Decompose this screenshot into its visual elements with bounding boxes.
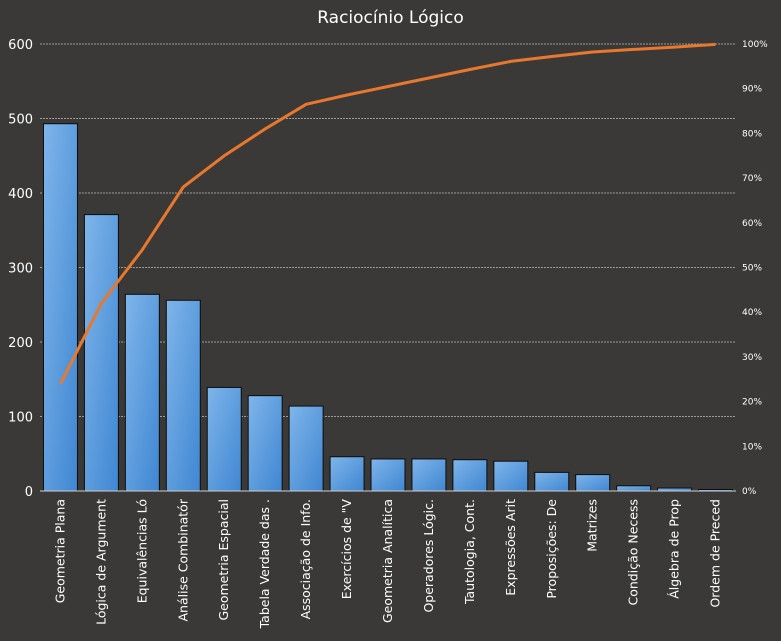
bar: [370, 458, 406, 492]
x-tick-label: Exercícios de "V: [339, 499, 354, 600]
y-tick-label: 0: [25, 485, 33, 500]
x-tick-label: Associação de Info.: [298, 499, 313, 619]
bar: [616, 485, 652, 492]
bar: [42, 123, 78, 492]
x-tick-label: Álgebra de Prop: [667, 499, 682, 599]
x-tick-label: Condição Necess: [626, 499, 641, 606]
x-tick-label: Geometria Analítica: [380, 499, 395, 623]
bar: [288, 405, 324, 492]
cumulative-line: [59, 42, 716, 385]
x-tick-label: Operadores Lógic.: [421, 499, 436, 613]
y2-tick-label: 20%: [742, 398, 762, 408]
chart-title: Raciocínio Lógico: [317, 8, 464, 28]
bar: [534, 471, 570, 492]
x-tick-label: Geometria Plana: [52, 499, 67, 603]
bar: [206, 386, 242, 492]
bar: [493, 460, 529, 492]
bar: [83, 214, 119, 492]
y2-tick-label: 0%: [742, 487, 757, 497]
bar: [247, 395, 283, 492]
x-tick-label: Expressões Arit: [503, 499, 518, 596]
y2-tick-label: 80%: [742, 129, 762, 139]
y-tick-label: 200: [8, 336, 33, 351]
y-tick-label: 300: [8, 262, 33, 277]
x-tick-label: Proposições: De: [544, 499, 559, 599]
y-tick-label: 500: [8, 113, 33, 128]
y2-tick-label: 60%: [742, 219, 762, 229]
bar: [411, 458, 447, 492]
x-tick-label: Equivalências Ló: [134, 499, 149, 603]
x-tick-label: Análise Combinatór: [175, 498, 190, 621]
bar: [575, 474, 611, 492]
y2-tick-label: 50%: [742, 264, 762, 274]
x-tick-label: Geometria Espacial: [216, 499, 231, 621]
bar: [165, 299, 201, 492]
x-tick-label: Ordem de Preced: [708, 499, 723, 608]
y2-tick-label: 30%: [742, 353, 762, 363]
y-tick-label: 100: [8, 411, 33, 426]
y2-tick-label: 100%: [742, 40, 768, 50]
bar: [452, 459, 488, 492]
y2-tick-label: 70%: [742, 174, 762, 184]
bar: [329, 456, 365, 492]
y-tick-label: 400: [8, 187, 33, 202]
y2-tick-label: 40%: [742, 308, 762, 318]
x-tick-label: Lógica de Argument: [93, 499, 108, 625]
x-tick-label: Tautologia, Cont.: [462, 499, 477, 605]
y2-tick-label: 10%: [742, 442, 762, 452]
bar: [124, 293, 160, 492]
y2-tick-label: 90%: [742, 85, 762, 95]
y-tick-label: 600: [8, 38, 33, 53]
x-tick-label: Tabela Verdade das .: [257, 499, 272, 629]
x-tick-label: Matrizes: [585, 499, 600, 552]
